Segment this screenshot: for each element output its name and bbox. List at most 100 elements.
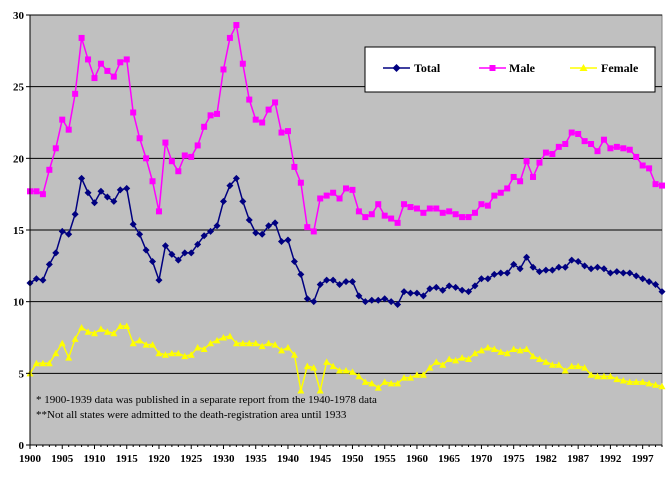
data-point-male [33,188,40,195]
data-point-male [349,186,356,193]
data-point-total [658,288,666,296]
data-point-total [39,276,47,284]
data-point-female [587,371,595,378]
data-point-male [155,208,162,215]
data-point-total [568,256,576,264]
footnote-1: * 1900-1939 data was published in a sepa… [36,394,377,406]
legend-marker-female [579,64,588,71]
legend-box [364,46,656,93]
data-point-female [419,371,427,378]
data-point-male [659,182,665,189]
data-point-total [555,263,563,271]
data-point-total [432,283,440,291]
data-point-total [110,197,118,205]
data-point-male [214,110,221,117]
data-point-total [374,296,382,304]
data-point-female [477,346,485,354]
data-point-total [413,289,421,297]
data-point-male [510,173,517,180]
data-point-female [471,349,479,357]
data-point-total [574,258,582,266]
data-point-female [542,358,550,365]
data-point-male [265,106,272,113]
data-point-male [646,165,653,172]
data-point-male [46,166,53,173]
x-tick-labels: 1900 1905 1910 1915 1920 1925 1930 1935 1940 1945… [19,445,663,465]
data-point-male [149,178,156,185]
series-female [26,322,666,394]
data-point-female [52,349,60,357]
data-point-female [297,387,305,394]
data-point-total [129,220,137,228]
data-point-male [600,136,607,143]
data-point-male [394,219,401,226]
data-point-male [304,224,311,231]
data-point-total [484,275,492,283]
data-point-female [516,346,524,354]
data-point-male [426,205,433,212]
data-point-total [510,260,518,268]
data-point-female [187,351,195,358]
x-tick-label: 1987 [567,453,590,465]
data-point-female [452,356,460,364]
data-point-total [239,197,247,205]
data-point-female [290,351,298,358]
data-point-total [226,182,234,190]
data-point-total [400,288,408,296]
data-point-male [343,185,349,192]
data-point-female [348,368,356,375]
data-point-male [439,209,446,216]
data-point-female [355,372,363,380]
data-point-male [530,173,537,180]
data-point-female [258,342,266,350]
data-point-male [323,192,330,199]
data-point-total [632,272,640,280]
data-point-male [523,158,530,165]
data-point-female [116,322,124,330]
data-point-female [219,334,227,341]
data-point-total [465,288,473,296]
data-point-female [594,372,602,380]
data-point-male [355,208,362,215]
data-point-female [213,336,221,344]
data-point-total [355,292,363,300]
data-point-total [619,269,627,277]
data-point-male [91,75,98,82]
data-point-female [465,355,473,362]
data-point-male [259,119,266,126]
data-point-male [317,195,324,202]
legend-item-male: Male [479,61,536,75]
data-point-total [561,263,569,271]
data-point-male [72,90,79,97]
x-tick-label: 1945 [309,453,332,465]
data-point-male [491,192,498,199]
data-point-female [387,379,395,387]
data-point-female [645,379,653,387]
data-point-female [439,361,447,368]
data-point-total [587,265,595,273]
data-point-total [406,289,414,297]
data-point-male [278,129,285,136]
data-point-female [142,341,150,348]
data-point-male [613,143,620,150]
data-point-female [497,348,505,355]
data-point-female [329,362,337,370]
data-point-female [71,335,79,342]
data-point-male [362,214,369,221]
data-point-male [78,34,85,41]
x-tick-label: 1940 [277,453,300,465]
data-point-total [626,269,634,277]
data-point-female [613,375,621,383]
data-point-total [103,193,111,201]
data-point-male [162,139,169,146]
data-point-male [220,66,227,73]
data-point-total [265,222,273,230]
data-point-female [45,359,53,367]
data-point-female [606,372,614,380]
data-point-total [529,263,537,271]
x-tick-label: 1970 [470,453,493,465]
data-point-total [245,216,253,224]
data-point-male [433,205,440,212]
data-point-male [330,189,337,196]
footnote-2: **Not all states were admitted to the de… [36,409,347,421]
